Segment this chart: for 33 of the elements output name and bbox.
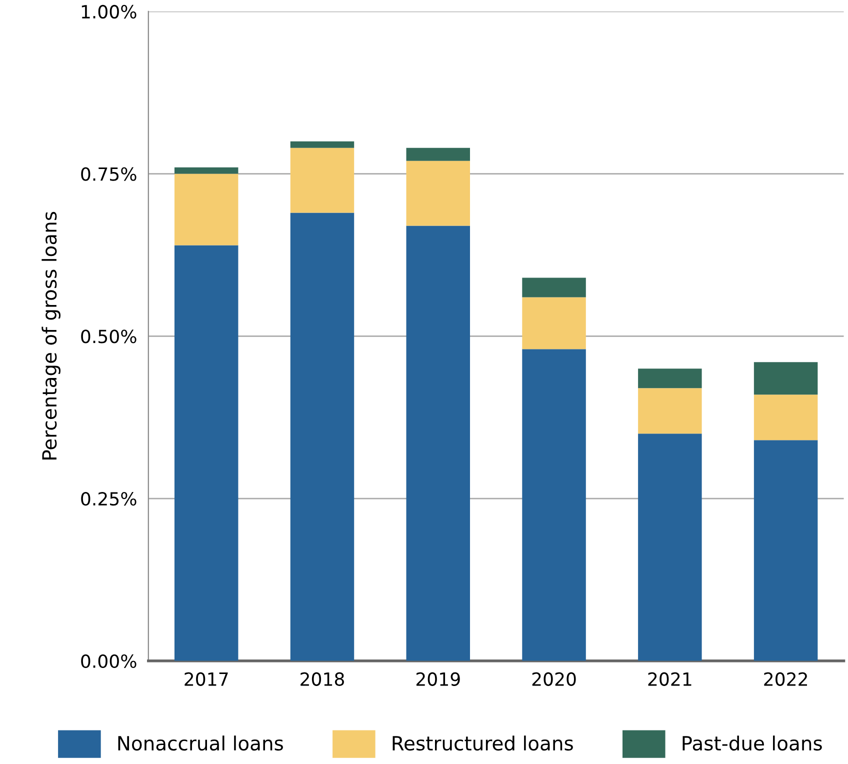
legend-label: Restructured loans xyxy=(392,736,573,751)
bar xyxy=(754,394,818,440)
y-tick-label: 0.25% xyxy=(81,492,136,506)
x-tick-label: 2018 xyxy=(300,672,344,686)
bar xyxy=(174,174,238,246)
y-axis-title: Percentage of gross loans xyxy=(42,212,60,460)
x-tick-label: 2019 xyxy=(416,672,460,686)
bar xyxy=(406,160,470,226)
bar xyxy=(754,440,818,661)
x-tick-label: 2017 xyxy=(184,672,228,686)
y-tick-label: 1.00% xyxy=(82,4,136,19)
bar xyxy=(290,141,354,148)
bar xyxy=(406,226,470,661)
y-tick-label: 0.00% xyxy=(81,654,136,668)
bar xyxy=(754,362,818,395)
bar xyxy=(406,148,470,161)
bar xyxy=(638,368,702,388)
bar xyxy=(638,434,702,661)
bar xyxy=(290,148,354,213)
bar xyxy=(638,388,702,434)
bar xyxy=(174,167,238,174)
bar xyxy=(174,245,238,661)
y-tick-label: 0.75% xyxy=(81,167,136,181)
bar xyxy=(290,212,354,661)
legend-label: Nonaccrual loans xyxy=(118,736,283,751)
x-tick-label: 2022 xyxy=(764,672,807,686)
bar xyxy=(522,349,586,661)
y-tick-label: 0.50% xyxy=(81,330,136,344)
bar xyxy=(522,297,586,350)
legend-label: Past-due loans xyxy=(682,736,822,751)
x-tick-label: 2021 xyxy=(648,672,692,686)
x-tick-label: 2020 xyxy=(532,672,576,686)
bar xyxy=(522,278,586,298)
